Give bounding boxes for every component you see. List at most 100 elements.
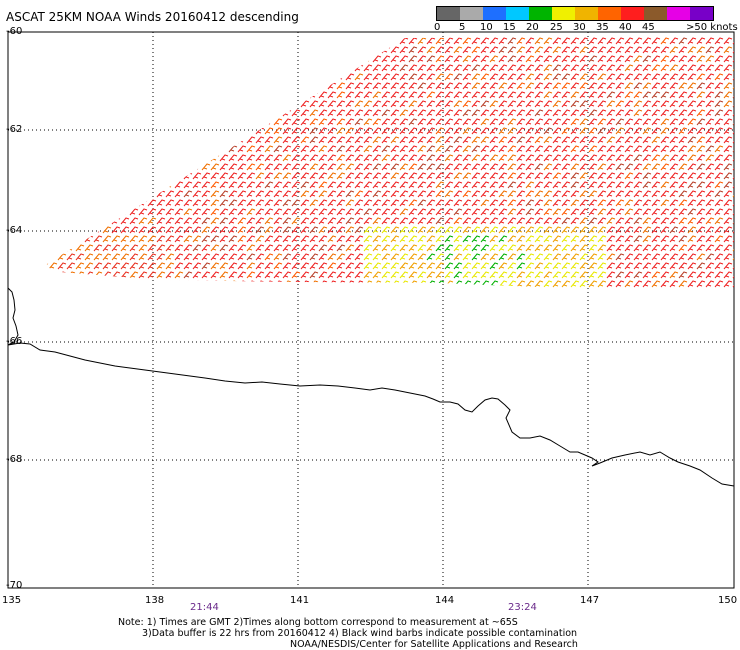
wind-barb — [300, 136, 310, 144]
wind-barb — [408, 64, 418, 72]
map-frame — [7, 31, 735, 589]
wind-barb — [84, 226, 94, 234]
wind-barb — [444, 217, 454, 225]
wind-barb — [516, 208, 526, 216]
wind-barb — [444, 280, 454, 288]
wind-barb — [93, 127, 103, 135]
wind-barb — [228, 226, 238, 234]
wind-barb — [309, 109, 319, 117]
wind-barb — [687, 154, 697, 162]
wind-barb — [246, 82, 256, 90]
wind-barb — [102, 145, 112, 153]
wind-barb — [102, 190, 112, 198]
wind-barb — [498, 154, 508, 162]
wind-barb — [165, 190, 175, 198]
wind-barb — [489, 118, 499, 126]
wind-barb — [444, 145, 454, 153]
wind-barb — [165, 100, 175, 108]
wind-barb — [138, 91, 148, 99]
wind-barbs — [44, 37, 734, 288]
wind-barb — [552, 73, 562, 81]
wind-barb — [345, 64, 355, 72]
wind-barb — [426, 64, 436, 72]
wind-barb — [57, 127, 67, 135]
wind-barb — [480, 64, 490, 72]
wind-barb — [651, 136, 661, 144]
wind-barb — [633, 55, 643, 63]
wind-barb — [615, 145, 625, 153]
wind-barb — [507, 109, 517, 117]
wind-barb — [705, 280, 715, 288]
wind-barb — [579, 163, 589, 171]
wind-barb — [498, 271, 508, 279]
wind-barb — [633, 226, 643, 234]
map-title: ASCAT 25KM NOAA Winds 20160412 descendin… — [6, 10, 299, 24]
wind-barb — [102, 271, 112, 279]
wind-barb — [696, 154, 706, 162]
wind-barb — [642, 199, 652, 207]
wind-barb — [48, 46, 58, 54]
wind-barb — [264, 226, 274, 234]
wind-barb — [201, 280, 211, 288]
wind-barb — [462, 190, 472, 198]
wind-barb — [201, 253, 211, 261]
wind-barb — [201, 190, 211, 198]
wind-barb — [453, 235, 463, 243]
wind-barb — [426, 46, 436, 54]
wind-barb — [534, 64, 544, 72]
wind-barb — [363, 199, 373, 207]
wind-barb — [606, 163, 616, 171]
wind-barb — [327, 64, 337, 72]
wind-barb — [174, 91, 184, 99]
wind-barb — [309, 145, 319, 153]
wind-barb — [363, 208, 373, 216]
wind-barb — [516, 127, 526, 135]
wind-barb — [327, 208, 337, 216]
wind-barb — [309, 82, 319, 90]
wind-barb — [138, 127, 148, 135]
wind-barb — [264, 199, 274, 207]
wind-barb — [426, 73, 436, 81]
wind-barb — [408, 235, 418, 243]
wind-barb — [273, 118, 283, 126]
wind-barb — [552, 163, 562, 171]
wind-barb — [723, 271, 733, 279]
wind-barb — [597, 91, 607, 99]
wind-barb — [120, 82, 130, 90]
wind-barb — [93, 271, 103, 279]
wind-barb — [498, 181, 508, 189]
wind-barb — [435, 100, 445, 108]
wind-barb — [660, 136, 670, 144]
wind-barb — [237, 208, 247, 216]
note-line: NOAA/NESDIS/Center for Satellite Applica… — [290, 639, 578, 650]
wind-barb — [219, 37, 229, 45]
wind-barb — [165, 64, 175, 72]
wind-barb — [372, 136, 382, 144]
wind-barb — [408, 82, 418, 90]
wind-barb — [345, 109, 355, 117]
wind-barb — [129, 190, 139, 198]
wind-barb — [345, 100, 355, 108]
wind-barb — [444, 190, 454, 198]
wind-barb — [44, 145, 49, 153]
wind-barb — [525, 253, 535, 261]
wind-barb — [300, 118, 310, 126]
wind-barb — [165, 82, 175, 90]
wind-barb — [561, 172, 571, 180]
wind-barb — [498, 280, 508, 288]
wind-barb — [138, 100, 148, 108]
wind-barb — [156, 271, 166, 279]
wind-barb — [138, 244, 148, 252]
wind-barb — [120, 217, 130, 225]
wind-barb — [723, 226, 733, 234]
wind-barb — [426, 199, 436, 207]
wind-barb — [219, 226, 229, 234]
wind-barb — [354, 91, 364, 99]
wind-barb — [327, 280, 337, 288]
wind-barb — [390, 118, 400, 126]
lat-label: -64 — [6, 225, 23, 236]
wind-barb — [471, 127, 481, 135]
wind-barb — [93, 73, 103, 81]
wind-barb — [372, 82, 382, 90]
wind-barb — [156, 217, 166, 225]
